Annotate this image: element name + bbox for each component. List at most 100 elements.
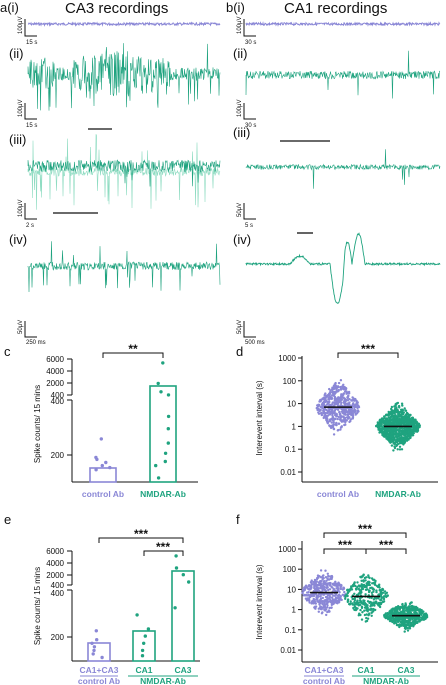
panel-label-f: f bbox=[236, 512, 240, 527]
chart-f-ca3-point bbox=[423, 612, 427, 615]
chart-d-control-point bbox=[348, 420, 351, 424]
chart-d-control-point bbox=[357, 404, 360, 408]
scalebar-b-iv-v: 50μV bbox=[237, 320, 243, 334]
chart-e-bar-ca3 bbox=[171, 570, 195, 662]
chart-f-ca3-point bbox=[401, 622, 405, 625]
chart-d-nmdar-point bbox=[398, 433, 402, 436]
chart-f-ca1-point bbox=[365, 603, 368, 606]
scalebar-a-iii bbox=[24, 203, 37, 220]
chart-f-ca1-point bbox=[355, 587, 358, 591]
chart-c-ytick-4: 400 bbox=[51, 397, 65, 406]
chart-f-ca1ca3-point bbox=[319, 595, 322, 598]
chart-c-point bbox=[159, 390, 163, 394]
chart-e-group-control: control Ab bbox=[78, 676, 120, 685]
chart-e-point bbox=[92, 645, 97, 649]
chart-f-ca1-point bbox=[368, 613, 371, 616]
chart-f-ca1-point bbox=[360, 618, 364, 621]
chart-f-ca1-point bbox=[379, 590, 383, 593]
chart-d-control-point bbox=[338, 410, 341, 414]
chart-f-ca1-point bbox=[356, 585, 359, 589]
chart-d-nmdar-point bbox=[403, 407, 406, 410]
chart-f-ca3-point bbox=[404, 612, 407, 615]
chart-f-ca1-point bbox=[378, 605, 382, 609]
chart-f-ca1ca3-point bbox=[323, 600, 326, 603]
chart-c-ytick-2: 2000 bbox=[46, 379, 64, 388]
chart-f-ca1-point bbox=[366, 617, 370, 620]
chart-c-point bbox=[108, 465, 112, 470]
chart-d-control-point bbox=[322, 416, 325, 420]
chart-d-nmdar-point bbox=[406, 426, 410, 430]
chart-f-ca1ca3-point bbox=[338, 598, 342, 601]
chart-e-point bbox=[173, 606, 177, 610]
chart-f-ca1-point bbox=[370, 614, 373, 617]
chart-d-nmdar-point bbox=[412, 431, 415, 435]
chart-f-ca1-point bbox=[359, 597, 362, 600]
chart-d-control-point bbox=[343, 397, 347, 400]
chart-f-ca1-point bbox=[375, 590, 378, 594]
chart-f-ca1ca3-point bbox=[310, 595, 314, 598]
chart-d-nmdar-point bbox=[379, 428, 382, 431]
chart-f-ca1-point bbox=[379, 594, 382, 597]
chart-f-ca1ca3-point bbox=[314, 605, 318, 608]
chart-d-nmdar-point bbox=[395, 406, 398, 409]
chart-d-control-point bbox=[352, 397, 355, 400]
chart-d-control-point bbox=[324, 400, 327, 404]
chart-c-point bbox=[100, 463, 105, 468]
chart-d-control-point bbox=[340, 407, 344, 411]
chart-d-sig-bracket bbox=[337, 352, 399, 358]
scalebar-b-i-v: 100μV bbox=[237, 17, 243, 34]
chart-f-ca1-point bbox=[360, 600, 363, 603]
chart-e-point bbox=[174, 566, 179, 570]
chart-f-ca3-point bbox=[420, 616, 423, 620]
chart-f-ca1-point bbox=[348, 603, 352, 606]
chart-f-ca1ca3-point bbox=[318, 580, 322, 584]
chart-f-ca1ca3-point bbox=[321, 600, 324, 603]
chart-d-nmdar-point bbox=[399, 420, 402, 423]
ca1-title: CA1 recordings bbox=[284, 0, 387, 17]
ytick-label: 10 bbox=[287, 400, 296, 409]
chart-e-point bbox=[135, 613, 139, 617]
chart-d-nmdar-point bbox=[401, 412, 404, 416]
chart-f-ca3-point bbox=[387, 612, 390, 615]
chart-f-ca1-point bbox=[363, 576, 367, 580]
chart-d-control-point bbox=[343, 412, 346, 415]
chart-d-nmdar-point bbox=[400, 417, 404, 421]
chart-c-point bbox=[104, 460, 108, 465]
chart-f-ca1ca3-point bbox=[329, 600, 332, 603]
scalebar-b-ii-t: 30 s bbox=[245, 123, 256, 129]
chart-d-nmdar-point bbox=[379, 419, 382, 422]
trace-a-iii bbox=[27, 159, 221, 187]
chart-f-group-nmdar: NMDAR-Ab bbox=[363, 676, 409, 685]
chart-f-ca3-point bbox=[425, 615, 429, 619]
chart-f-ca3-point bbox=[409, 609, 413, 612]
chart-f-ca1-point bbox=[359, 608, 362, 612]
chart-f-ca1ca3-point bbox=[319, 576, 323, 579]
chart-d-nmdar-point bbox=[414, 418, 417, 421]
chart-c-point bbox=[163, 451, 168, 455]
chart-d-nmdar-point bbox=[389, 420, 392, 423]
chart-f-ca1-point bbox=[346, 588, 349, 591]
chart-d-nmdar-point bbox=[401, 404, 404, 407]
chart-d-nmdar-point bbox=[403, 423, 406, 426]
chart-d-control-point bbox=[337, 422, 340, 425]
chart-f-ca1-point bbox=[344, 597, 347, 600]
chart-d-nmdar-point bbox=[406, 417, 409, 420]
chart-f-ca1ca3-point bbox=[327, 574, 330, 578]
chart-d-nmdar-point bbox=[377, 426, 380, 429]
chart-f-ca3-point bbox=[389, 611, 392, 614]
chart-f-ca1-point bbox=[346, 599, 350, 602]
chart-f-ca3-point bbox=[406, 629, 410, 632]
chart-f-ca3-point bbox=[383, 615, 386, 618]
chart-c-point bbox=[166, 393, 171, 397]
chart-d-nmdar-point bbox=[416, 428, 419, 432]
chart-f-ca1ca3-point bbox=[326, 583, 329, 586]
chart-f-ca3-point bbox=[407, 608, 410, 611]
chart-d-nmdar-point bbox=[400, 436, 403, 439]
chart-f-ca1-point bbox=[367, 583, 371, 586]
chart-d-nmdar-point bbox=[418, 425, 421, 429]
chart-d-nmdar-point bbox=[385, 413, 388, 417]
chart-f-ca3-point bbox=[390, 608, 393, 611]
chart-f-ca1ca3-point bbox=[343, 590, 346, 594]
chart-d-control-point bbox=[339, 398, 342, 401]
chart-f-ca1ca3-point bbox=[321, 596, 324, 600]
